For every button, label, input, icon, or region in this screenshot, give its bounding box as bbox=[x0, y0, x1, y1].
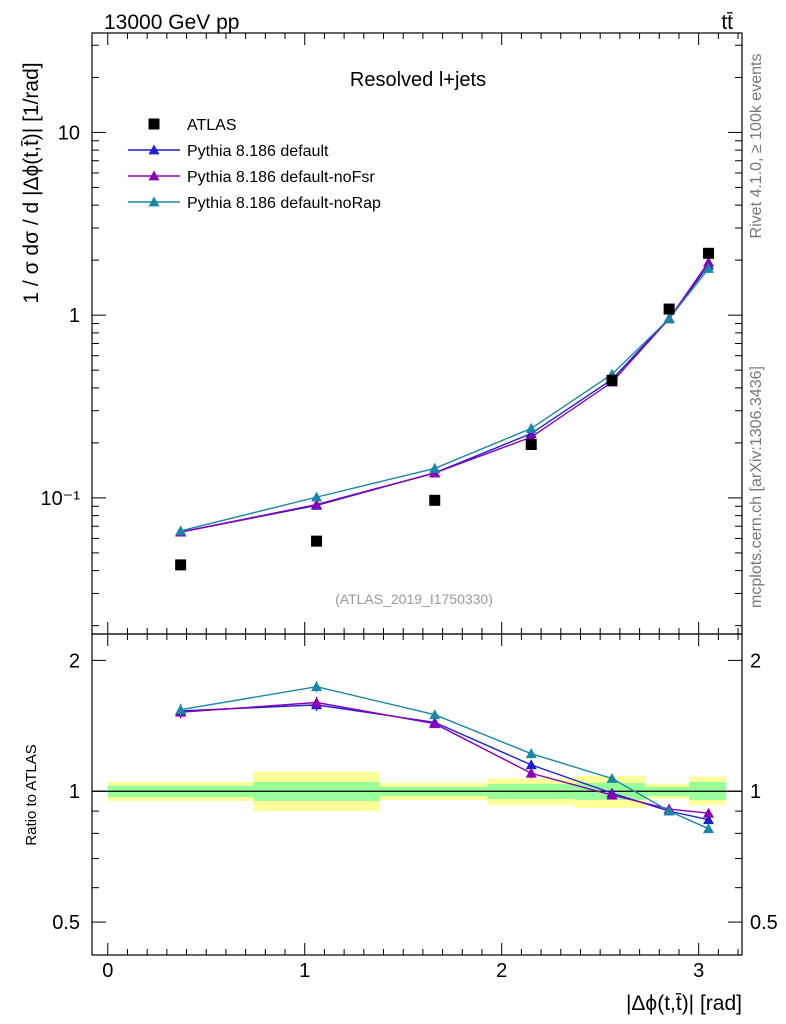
series-3-line bbox=[180, 268, 710, 532]
series-1-line bbox=[180, 264, 710, 533]
x-tick-label: 2 bbox=[496, 960, 507, 982]
series-2-ratio-point bbox=[429, 718, 441, 729]
series-3-ratio-point bbox=[175, 704, 187, 715]
series-3-ratio-point bbox=[606, 772, 618, 783]
x-tick-label: 1 bbox=[299, 960, 310, 982]
uncertainty-bands bbox=[92, 771, 742, 812]
x-tick-label: 3 bbox=[693, 960, 704, 982]
y-tick-label: 1 bbox=[69, 305, 80, 327]
mcplots-url-label: mcplots.cern.ch [arXiv:1306.3436] bbox=[748, 366, 765, 608]
ratio-y-tick-label-right: 0.5 bbox=[750, 912, 778, 934]
ratio-y-axis-title: Ratio to ATLAS bbox=[23, 744, 40, 845]
legend-label: Pythia 8.186 default bbox=[187, 143, 329, 160]
ratio-axis-ticks bbox=[92, 634, 742, 955]
ratio-y-tick-label-right: 1 bbox=[750, 781, 761, 803]
energy-label: 13000 GeV pp bbox=[104, 11, 239, 34]
series-2-line bbox=[180, 261, 710, 533]
series-1-ratio-point bbox=[525, 759, 537, 770]
ratio-y-tick-label: 2 bbox=[69, 650, 80, 672]
x-tick-label: 0 bbox=[102, 960, 113, 982]
series-2-ratio-point bbox=[703, 807, 715, 818]
series-3-point bbox=[525, 422, 537, 433]
atlas-data-point bbox=[606, 374, 618, 386]
series-3-point bbox=[311, 491, 323, 502]
series-3-ratio-point bbox=[311, 681, 323, 692]
process-label: tt̄ bbox=[721, 11, 733, 34]
legend-label: Pythia 8.186 default-noFsr bbox=[187, 169, 375, 186]
y-tick-label: 10⁻¹ bbox=[41, 488, 81, 510]
legend-marker bbox=[148, 144, 160, 155]
series-1-ratio-point bbox=[703, 814, 715, 825]
atlas-data-point bbox=[663, 303, 675, 315]
legend-label: ATLAS bbox=[187, 117, 237, 134]
series-3-point bbox=[663, 313, 675, 324]
x-axis-title: |Δϕ(t,t̄)| [rad] bbox=[626, 992, 742, 1015]
legend-marker-atlas bbox=[148, 118, 160, 130]
series-3-point bbox=[175, 525, 187, 536]
main-axis-ticks bbox=[92, 33, 742, 634]
series-3-point bbox=[703, 263, 715, 273]
legend-label: Pythia 8.186 default-noRap bbox=[187, 195, 381, 212]
series-3-ratio-point bbox=[525, 748, 537, 759]
series-3-ratio-point bbox=[663, 805, 675, 816]
y-axis-title: 1 / σ dσ / d |Δϕ(t,t̄)| [1/rad] bbox=[20, 62, 43, 303]
atlas-data-point bbox=[429, 494, 441, 506]
atlas-data-point bbox=[703, 247, 715, 259]
legend-marker bbox=[148, 170, 160, 181]
atlas-data-point bbox=[525, 438, 537, 450]
series-2-ratio-point bbox=[525, 767, 537, 778]
series-2-point bbox=[703, 256, 715, 267]
series-2-ratio-point bbox=[606, 789, 618, 800]
legend-marker bbox=[148, 196, 160, 207]
ratio-y-tick-label: 1 bbox=[69, 781, 80, 803]
atlas-data-points bbox=[175, 247, 715, 571]
ratio-series bbox=[175, 681, 715, 834]
plot-title: Resolved l+jets bbox=[350, 69, 486, 91]
y-tick-label: 10 bbox=[58, 122, 80, 144]
main-series bbox=[175, 256, 715, 537]
rivet-version-label: Rivet 4.1.0, ≥ 100k events bbox=[748, 54, 765, 239]
atlas-data-point bbox=[175, 559, 187, 571]
series-3-ratio-point bbox=[429, 709, 441, 720]
legend: ATLAS Pythia 8.186 default Pythia 8.186 de… bbox=[128, 117, 381, 212]
tick-labels: 0 1 2 3 10⁻¹ 1 10 0.5 0.5 1 1 2 2 bbox=[41, 122, 778, 982]
ratio-plot-frame bbox=[91, 633, 743, 956]
atlas-data-point bbox=[311, 535, 323, 547]
ratio-y-tick-label: 0.5 bbox=[52, 912, 80, 934]
analysis-id-label: (ATLAS_2019_I1750330) bbox=[335, 591, 493, 607]
series-3-ratio-point bbox=[703, 823, 715, 834]
series-2-ratio-point bbox=[311, 697, 323, 707]
series-3-point bbox=[429, 462, 441, 473]
ratio-y-tick-label-right: 2 bbox=[750, 650, 761, 672]
series-2-point bbox=[311, 499, 323, 509]
